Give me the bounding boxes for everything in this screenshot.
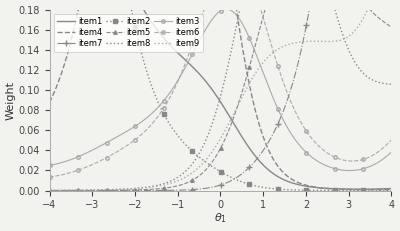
Line: item5: item5 xyxy=(48,0,393,192)
item6 xyxy=(202,8,207,11)
Line: item4: item4 xyxy=(50,0,391,190)
item9 xyxy=(304,40,309,43)
item2 xyxy=(369,189,374,192)
item4 xyxy=(249,94,254,96)
item3 xyxy=(135,123,140,126)
item4 xyxy=(389,188,394,191)
item5 xyxy=(47,189,52,192)
item4 xyxy=(47,101,52,104)
item2 xyxy=(202,160,207,162)
item9 xyxy=(202,161,207,163)
Line: item2: item2 xyxy=(48,0,393,192)
item7 xyxy=(108,189,112,192)
item8 xyxy=(135,187,140,190)
item1 xyxy=(305,185,310,188)
item9 xyxy=(108,188,112,191)
item2 xyxy=(389,189,394,192)
item3 xyxy=(389,151,394,153)
item1 xyxy=(136,0,140,2)
item1 xyxy=(249,150,254,152)
item8 xyxy=(389,83,394,86)
Line: item8: item8 xyxy=(50,0,391,191)
item8 xyxy=(108,188,112,191)
item7 xyxy=(248,164,253,167)
item4 xyxy=(276,165,281,168)
Y-axis label: Weight: Weight xyxy=(6,81,16,120)
Line: item1: item1 xyxy=(50,0,391,189)
Line: item6: item6 xyxy=(48,0,393,179)
Line: item3: item3 xyxy=(48,7,393,172)
item6 xyxy=(305,131,310,134)
item1 xyxy=(356,188,361,191)
item4 xyxy=(373,188,378,191)
item3 xyxy=(108,139,112,142)
item6 xyxy=(108,154,112,157)
Legend: item1, item4, item7, item2, item5, item8, item3, item6, item9: item1, item4, item7, item2, item5, item8… xyxy=(54,14,203,52)
item9 xyxy=(135,187,140,190)
item3 xyxy=(202,30,207,33)
item6 xyxy=(47,176,52,179)
item9 xyxy=(276,48,280,51)
item5 xyxy=(248,60,253,63)
item9 xyxy=(47,189,52,192)
item7 xyxy=(47,189,52,192)
item2 xyxy=(135,36,140,38)
item9 xyxy=(248,79,253,82)
item1 xyxy=(276,176,281,178)
item3 xyxy=(224,8,229,10)
item2 xyxy=(276,188,280,191)
item3 xyxy=(347,169,352,172)
item1 xyxy=(389,187,394,190)
item2 xyxy=(304,189,309,191)
item8 xyxy=(202,143,207,145)
item5 xyxy=(108,189,112,192)
Line: item7: item7 xyxy=(47,0,394,193)
item7 xyxy=(135,189,140,192)
item2 xyxy=(248,183,253,186)
item3 xyxy=(249,42,254,45)
item7 xyxy=(276,123,280,125)
item1 xyxy=(202,79,207,82)
item5 xyxy=(135,188,140,191)
item3 xyxy=(305,152,310,155)
item8 xyxy=(47,189,52,192)
item7 xyxy=(202,187,207,190)
item5 xyxy=(202,170,207,173)
X-axis label: $\theta_1$: $\theta_1$ xyxy=(214,212,227,225)
item3 xyxy=(47,164,52,167)
item6 xyxy=(389,139,394,141)
item4 xyxy=(305,184,310,187)
item3 xyxy=(276,109,281,111)
Line: item9: item9 xyxy=(50,0,391,190)
item5 xyxy=(389,26,394,29)
item7 xyxy=(304,21,309,24)
item6 xyxy=(276,66,281,69)
item6 xyxy=(135,137,140,139)
